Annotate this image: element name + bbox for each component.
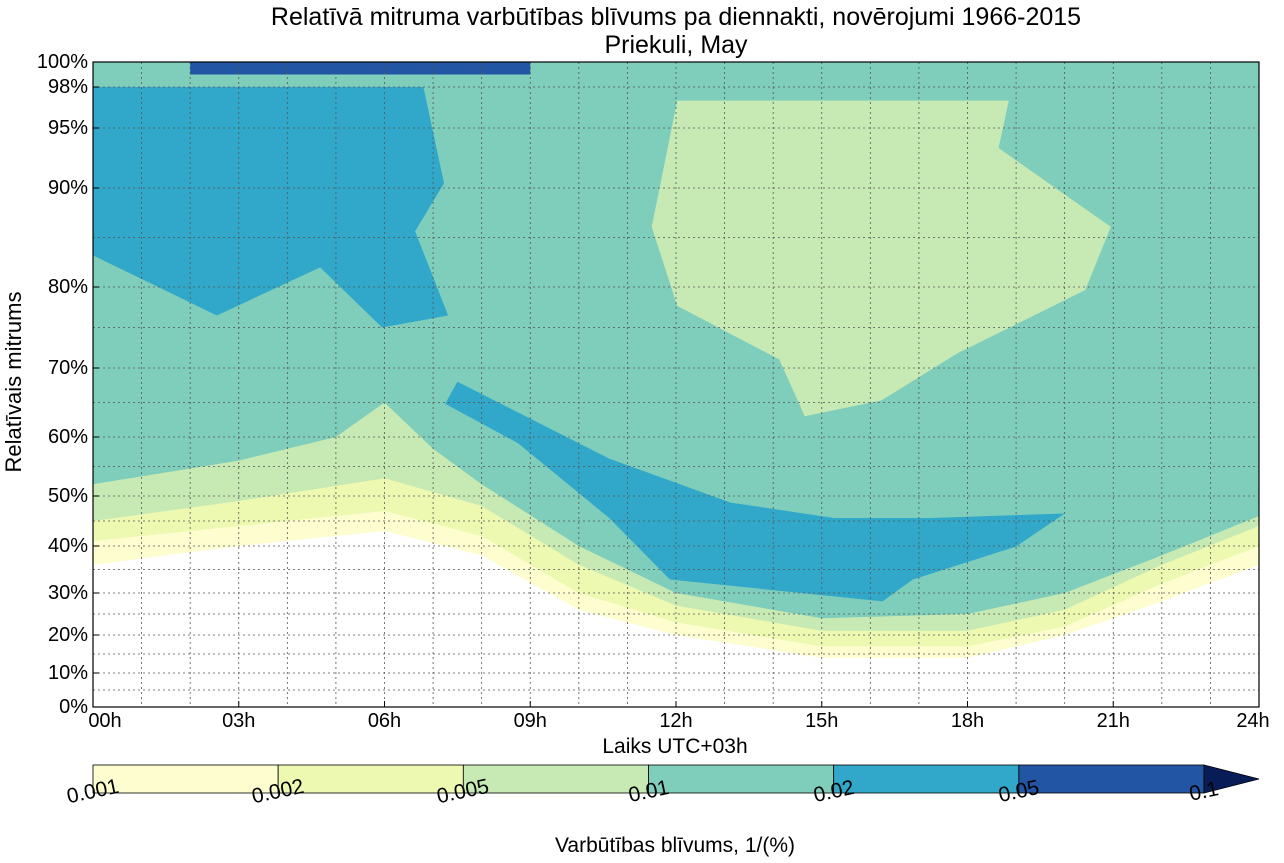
x-tick-label: 24h [1236,710,1270,732]
y-tick-label: 70% [47,357,88,379]
y-tick-label: 90% [47,177,88,199]
chart-title: Relatīvā mitruma varbūtības blīvums pa d… [270,3,1082,31]
y-tick-label: 40% [47,535,88,557]
colorbar-segment [462,764,649,794]
x-tick-label: 18h [950,710,985,732]
chart-subtitle: Priekuli, May [604,31,748,59]
y-tick-label: 95% [47,117,88,139]
contour-region-layers [93,62,1111,602]
contour-region-4 [651,100,1111,417]
axis-tick-marks [92,61,1260,708]
y-axis-label: Relatīvais mitrums [1,291,26,473]
x-tick-label: 09h [513,710,547,732]
colorbar [92,764,1260,794]
colorbar-segment [1018,764,1205,794]
y-tick-label: 20% [47,624,88,646]
colorbar-label: Varbūtības blīvums, 1/(%) [554,834,796,857]
x-tick-label: 06h [367,710,402,732]
y-tick-label: 0% [59,696,88,718]
y-tick-label: 30% [47,582,88,604]
y-tick-label: 60% [47,426,88,448]
y-tick-label: 80% [47,276,88,298]
grid-lines [93,62,1259,707]
colorbar-segment [92,764,279,794]
x-tick-label: 03h [222,710,256,732]
y-tick-label: 98% [47,76,88,98]
colorbar-extend-arrow [1203,764,1260,794]
y-tick-label: 10% [47,662,88,684]
colorbar-segment [833,764,1020,794]
contour-region-1 [93,87,449,328]
x-tick-label: 21h [1096,710,1130,732]
colorbar-segment [277,764,464,794]
y-tick-label: 100% [36,51,88,73]
contour-region-3 [190,62,531,75]
colorbar-segment [648,764,835,794]
y-tick-label: 50% [47,485,88,507]
x-tick-label: 12h [659,710,693,732]
contour-region-2 [445,381,1065,602]
x-tick-label: 15h [805,710,839,732]
x-tick-label: 00h [88,710,122,732]
x-axis-label: Laiks UTC+03h [602,735,748,758]
